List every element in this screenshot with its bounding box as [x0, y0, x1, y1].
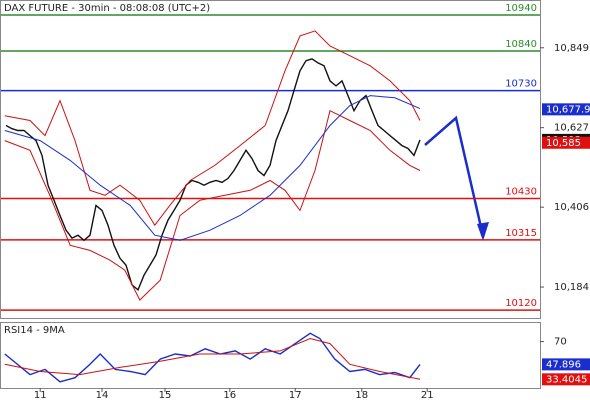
price-panel: [0, 0, 541, 319]
x-tick-label: 16: [223, 390, 236, 400]
series-line: [4, 95, 421, 241]
panel-title: DAX FUTURE - 30min - 08:08:08 (UTC+2): [4, 3, 210, 14]
series-line: [4, 30, 421, 227]
rsi-panel: [0, 322, 541, 389]
y-tick-label: 10,184: [554, 282, 589, 293]
x-tick-label: 11: [34, 390, 47, 400]
price-tag: [542, 103, 590, 116]
series-line: [5, 58, 421, 292]
panel-title: RSI14 - 9MA: [4, 325, 65, 336]
series-line: [4, 337, 421, 380]
x-tick-label: 18: [355, 390, 368, 400]
x-tick-label: 14: [96, 390, 109, 400]
price-tag-label: 10,677.9: [546, 104, 590, 115]
level-label: 10940: [505, 3, 537, 14]
level-label: 10430: [505, 187, 537, 198]
arrow-head: [477, 222, 489, 241]
level-label: 10840: [505, 39, 537, 50]
x-tick-label: 21: [421, 390, 434, 400]
x-tick-label: 15: [159, 390, 172, 400]
x-tick-label: 17: [289, 390, 302, 400]
y-tick-label: 70: [554, 337, 567, 348]
y-tick-label: 10,627: [554, 123, 589, 134]
price-tag-label: 10,585: [546, 138, 581, 149]
price-tag-label: 33.4045: [546, 374, 587, 385]
price-tag: [542, 358, 590, 371]
level-label: 10315: [505, 228, 537, 239]
y-tick-label: 10,849: [554, 43, 589, 54]
forecast-arrow: [424, 115, 485, 237]
price-tag: [542, 373, 590, 386]
price-tag: [542, 136, 590, 149]
series-line: [4, 109, 421, 301]
title-bg: [1, 323, 71, 336]
y-tick-label: 10,406: [554, 202, 589, 213]
price-tag-label: 47.896: [546, 359, 581, 370]
title-bg: [1, 1, 233, 14]
level-label: 10730: [505, 79, 537, 90]
level-label: 10120: [505, 298, 537, 309]
